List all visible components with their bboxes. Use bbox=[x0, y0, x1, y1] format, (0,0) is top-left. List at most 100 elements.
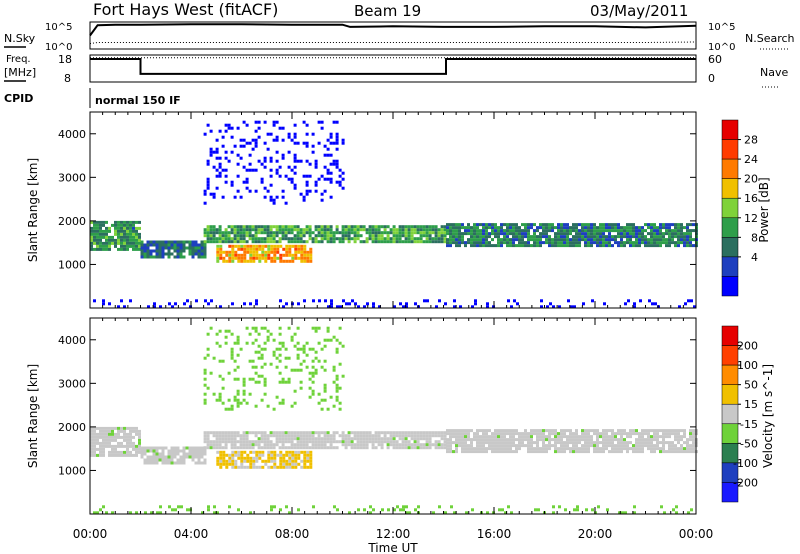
data-cell bbox=[117, 426, 120, 430]
data-cell bbox=[455, 241, 458, 245]
data-cell bbox=[506, 438, 509, 442]
data-cell bbox=[305, 341, 309, 345]
y-tick-label: 4000 bbox=[58, 334, 86, 347]
data-cell bbox=[105, 435, 108, 439]
data-cell bbox=[108, 444, 111, 448]
data-cell bbox=[224, 156, 228, 160]
data-cell bbox=[653, 244, 656, 248]
data-cell bbox=[338, 341, 342, 345]
data-cell bbox=[182, 240, 186, 244]
data-cell bbox=[293, 141, 297, 145]
data-cell bbox=[276, 465, 280, 469]
data-cell bbox=[143, 255, 147, 259]
data-cell bbox=[467, 450, 470, 454]
data-cell bbox=[422, 431, 426, 435]
data-cell bbox=[272, 338, 276, 342]
data-cell bbox=[234, 253, 238, 257]
data-cell bbox=[290, 437, 294, 441]
data-cell bbox=[548, 235, 551, 239]
data-cell bbox=[272, 434, 276, 438]
data-cell bbox=[473, 438, 476, 442]
data-cell bbox=[255, 459, 259, 463]
data-cell bbox=[270, 250, 274, 254]
velocity-ylabel: Slant Range [km] bbox=[26, 364, 40, 468]
data-cell bbox=[647, 438, 650, 442]
data-cell bbox=[560, 244, 563, 248]
data-cell bbox=[374, 228, 378, 232]
data-cell bbox=[545, 438, 548, 442]
data-cell bbox=[377, 443, 381, 447]
data-cell bbox=[302, 240, 306, 244]
data-cell bbox=[206, 228, 210, 232]
data-cell bbox=[530, 223, 533, 227]
data-cell bbox=[554, 241, 557, 245]
data-cell bbox=[299, 237, 303, 241]
data-cell bbox=[233, 446, 237, 450]
data-cell bbox=[303, 456, 307, 460]
data-cell bbox=[416, 440, 420, 444]
data-cell bbox=[656, 441, 659, 445]
data-cell bbox=[272, 201, 276, 205]
data-cell bbox=[251, 365, 255, 369]
data-cell bbox=[686, 438, 689, 442]
data-cell bbox=[611, 235, 614, 239]
data-cell bbox=[329, 153, 333, 157]
data-cell bbox=[138, 438, 141, 442]
data-cell bbox=[443, 228, 447, 232]
data-cell bbox=[437, 443, 441, 447]
data-cell bbox=[632, 241, 635, 245]
data-cell bbox=[380, 443, 384, 447]
data-cell bbox=[332, 159, 336, 163]
data-cell bbox=[305, 443, 309, 447]
data-cell bbox=[167, 455, 171, 459]
data-cell bbox=[255, 247, 259, 251]
data-cell bbox=[692, 229, 695, 233]
data-cell bbox=[245, 443, 249, 447]
data-cell bbox=[453, 511, 456, 515]
data-cell bbox=[545, 429, 548, 433]
data-cell bbox=[341, 141, 345, 145]
data-cell bbox=[263, 165, 267, 169]
data-cell bbox=[257, 135, 261, 139]
data-cell bbox=[554, 238, 557, 242]
data-cell bbox=[120, 435, 123, 439]
data-cell bbox=[111, 453, 114, 457]
data-cell bbox=[323, 368, 327, 372]
data-cell bbox=[512, 438, 515, 442]
data-cell bbox=[270, 247, 274, 251]
data-cell bbox=[587, 447, 590, 451]
data-cell bbox=[317, 228, 321, 232]
data-cell bbox=[485, 223, 488, 227]
data-cell bbox=[605, 229, 608, 233]
data-cell bbox=[641, 229, 644, 233]
data-cell bbox=[93, 220, 96, 224]
data-cell bbox=[221, 144, 225, 148]
data-cell bbox=[299, 380, 303, 384]
data-cell bbox=[425, 237, 429, 241]
data-cell bbox=[258, 253, 262, 257]
data-cell bbox=[503, 447, 506, 451]
data-cell bbox=[680, 223, 683, 227]
data-cell bbox=[216, 259, 220, 263]
data-cell bbox=[653, 447, 656, 451]
data-cell bbox=[248, 431, 252, 435]
data-cell bbox=[539, 232, 542, 236]
data-cell bbox=[300, 256, 304, 260]
data-cell bbox=[641, 232, 644, 236]
data-cell bbox=[497, 450, 500, 454]
data-cell bbox=[228, 456, 232, 460]
data-cell bbox=[515, 226, 518, 230]
data-cell bbox=[132, 444, 135, 448]
data-cell bbox=[275, 443, 279, 447]
x-tick-label: 00:00 bbox=[679, 527, 714, 541]
data-cell bbox=[437, 431, 441, 435]
data-cell bbox=[548, 238, 551, 242]
data-cell bbox=[378, 305, 381, 309]
data-cell bbox=[282, 305, 285, 309]
data-cell bbox=[530, 429, 533, 433]
data-cell bbox=[215, 174, 219, 178]
data-cell bbox=[635, 441, 638, 445]
data-cell bbox=[138, 432, 141, 436]
data-cell bbox=[278, 174, 282, 178]
data-cell bbox=[386, 231, 390, 235]
